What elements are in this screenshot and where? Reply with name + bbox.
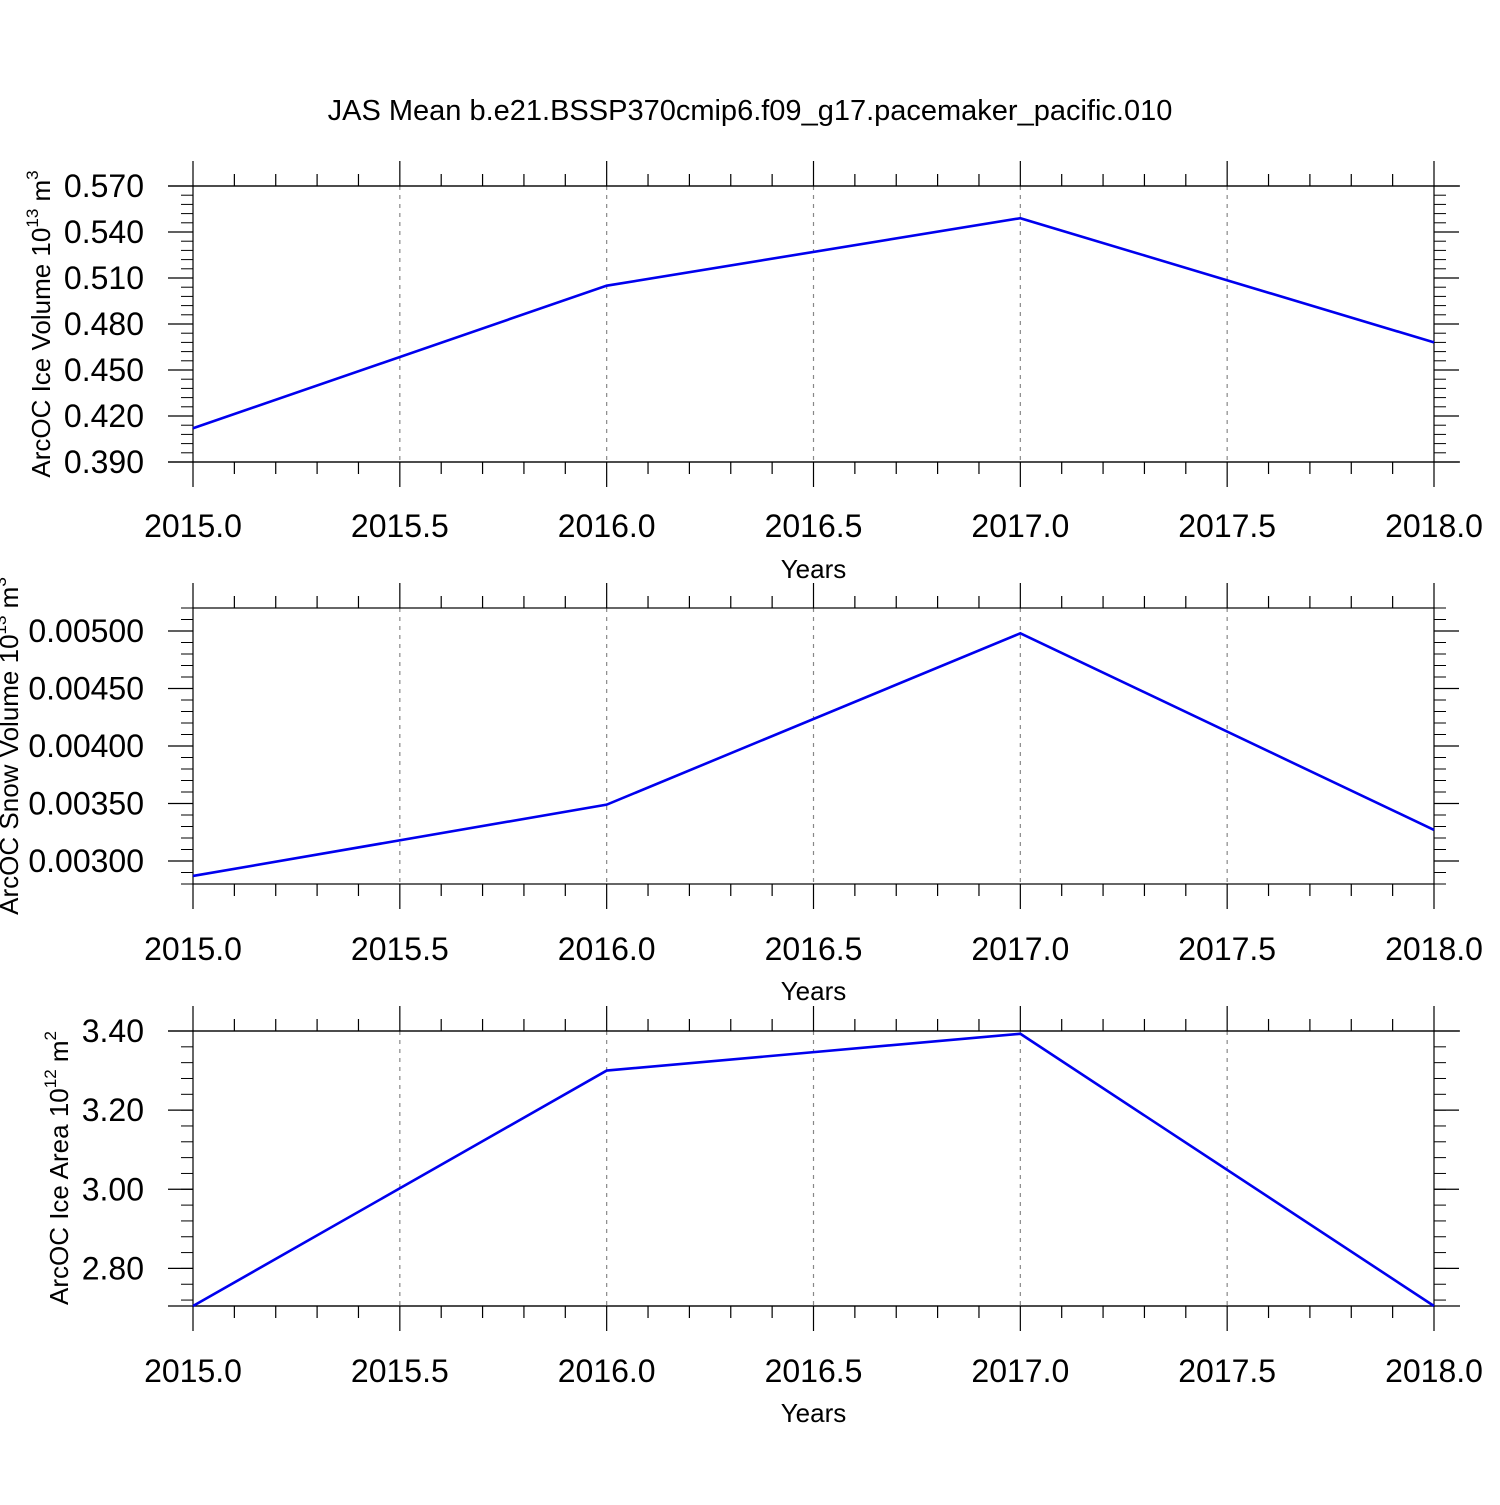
panel-2: 2015.0 2015.5 2016.0 2016.5 2017.0 2017.5 2018… [0, 577, 1483, 1006]
x-tick-label: 2016.0 [558, 931, 656, 967]
x-tick-label: 2017.0 [971, 508, 1069, 544]
y-tick-label: 0.00400 [28, 728, 144, 764]
x-axis-title: Years [781, 976, 847, 1006]
y-tick-label: 2.80 [82, 1250, 144, 1286]
series-line [192, 1032, 1435, 1308]
y-tick-label: 3.40 [82, 1013, 144, 1049]
x-tick-label: 2018.0 [1385, 508, 1483, 544]
x-tick-label: 2017.5 [1178, 508, 1276, 544]
y-tick-label: 0.450 [64, 352, 144, 388]
y-tick-label: 0.390 [64, 444, 144, 480]
y-tick-label: 3.00 [82, 1171, 144, 1207]
x-tick-label: 2018.0 [1385, 1353, 1483, 1389]
figure-title: JAS Mean b.e21.BSSP370cmip6.f09_g17.pace… [328, 95, 1173, 127]
y-axis-title: ArcOC Ice Area 1012 m2 [41, 1031, 74, 1305]
y-tick-label: 0.510 [64, 260, 144, 296]
x-tick-label: 2015.5 [351, 1353, 449, 1389]
x-tick-label: 2017.0 [971, 1353, 1069, 1389]
y-tick-label: 0.00300 [28, 843, 144, 879]
y-axis-title: ArcOC Snow Volume 1013 m3 [0, 577, 24, 915]
x-tick-label: 2016.0 [558, 508, 656, 544]
x-axis-title: Years [781, 554, 847, 584]
y-tick-label: 0.00450 [28, 671, 144, 707]
x-tick-label: 2017.0 [971, 931, 1069, 967]
panel-3: 2015.0 2015.5 2016.0 2016.5 2017.0 2017.5 2018… [41, 1006, 1483, 1428]
series-line [192, 631, 1435, 878]
x-tick-label: 2016.5 [765, 508, 863, 544]
y-axis-title: ArcOC Ice Volume 1013 m3 [23, 170, 56, 477]
y-tick-label: 3.20 [82, 1092, 144, 1128]
x-tick-label: 2016.5 [765, 1353, 863, 1389]
x-axis-title: Years [781, 1398, 847, 1428]
x-tick-label: 2015.5 [351, 508, 449, 544]
x-tick-label: 2015.0 [144, 508, 242, 544]
x-tick-label: 2016.5 [765, 931, 863, 967]
y-tick-label: 0.540 [64, 214, 144, 250]
y-tick-label: 0.480 [64, 306, 144, 342]
x-tick-label: 2015.0 [144, 1353, 242, 1389]
y-tick-label: 0.570 [64, 168, 144, 204]
y-tick-label: 0.00500 [28, 613, 144, 649]
x-tick-label: 2017.5 [1178, 931, 1276, 967]
x-tick-label: 2015.5 [351, 931, 449, 967]
x-tick-label: 2015.0 [144, 931, 242, 967]
x-tick-label: 2017.5 [1178, 1353, 1276, 1389]
x-tick-label: 2018.0 [1385, 931, 1483, 967]
x-tick-label: 2016.0 [558, 1353, 656, 1389]
y-tick-label: 0.00350 [28, 786, 144, 822]
y-tick-label: 0.420 [64, 398, 144, 434]
series-line [192, 216, 1435, 430]
panel-1: 2015.0 2015.5 2016.0 2016.5 2017.0 2017.5 2018… [23, 161, 1483, 584]
